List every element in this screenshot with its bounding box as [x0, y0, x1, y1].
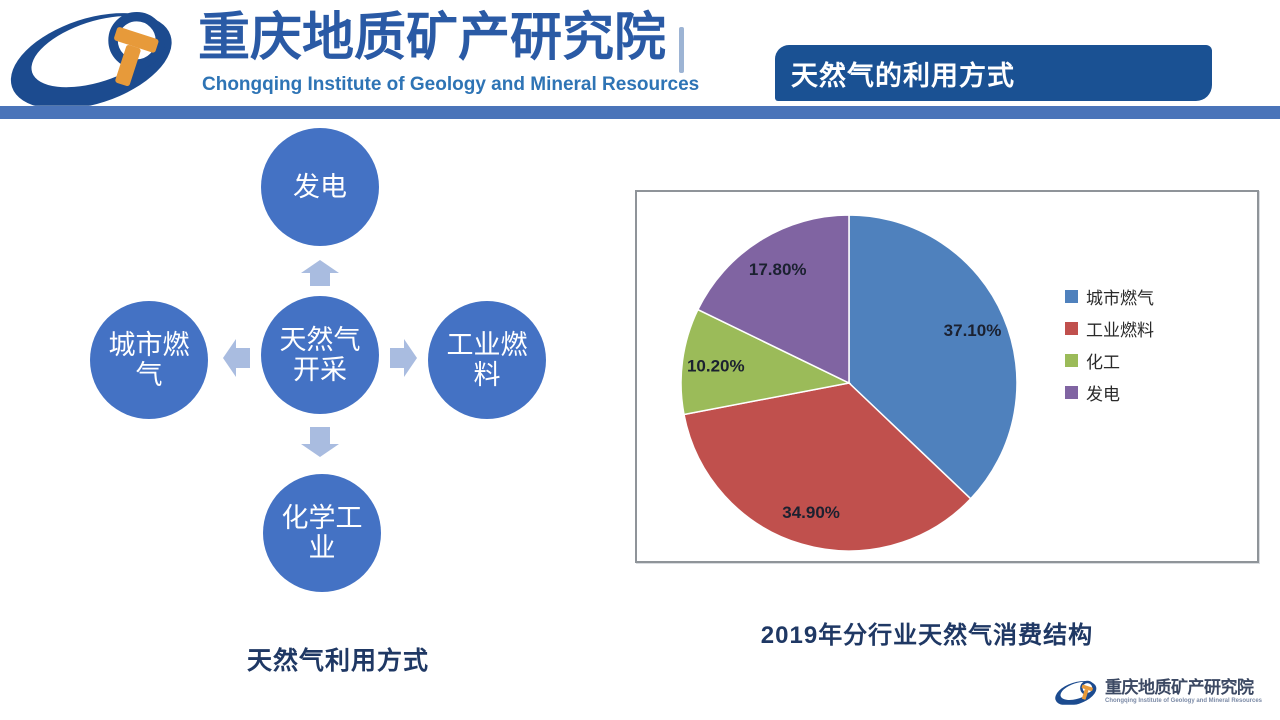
institute-name-en: Chongqing Institute of Geology and Miner…	[202, 74, 700, 95]
node-label-line: 料	[473, 360, 501, 390]
pie-label-发电: 17.80%	[749, 260, 807, 279]
legend-swatch-icon	[1065, 353, 1078, 367]
legend-item-化工: 化工	[1065, 350, 1154, 372]
legend-swatch-icon	[1065, 385, 1078, 399]
slide-title-banner: 天然气的利用方式	[775, 45, 1212, 101]
institute-name-zh: 重庆地质矿产研究院	[198, 9, 667, 67]
arrow-down-icon	[301, 427, 339, 457]
footer-institute-name-en: Chongqing Institute of Geology and Miner…	[1105, 697, 1263, 704]
pie-chart: 37.10% 34.90% 10.20% 17.80%	[680, 214, 1018, 552]
arrow-right-icon	[390, 339, 417, 377]
institute-logo-icon	[6, 6, 186, 106]
pie-label-工业燃料: 34.90%	[782, 503, 840, 522]
diagram-node-gas-extraction: 天然气 开采	[261, 296, 379, 414]
chart-caption: 2019年分行业天然气消费结构	[760, 622, 1094, 649]
footer: 重庆地质矿产研究院 Chongqing Institute of Geology…	[1054, 678, 1263, 705]
node-label-line: 城市燃	[108, 329, 190, 360]
diagram-node-chemical-industry: 化学工 业	[263, 474, 381, 592]
node-label-line: 工业燃	[446, 329, 528, 360]
legend-swatch-icon	[1065, 321, 1078, 335]
legend-item-城市燃气: 城市燃气	[1065, 286, 1154, 308]
footer-institute-logo-icon	[1054, 679, 1100, 705]
title-separator-bar	[679, 27, 684, 73]
diagram-caption: 天然气利用方式	[246, 647, 429, 675]
arrow-left-icon	[223, 339, 250, 377]
header-divider-line	[0, 106, 1280, 119]
node-label-line: 业	[308, 533, 336, 563]
pie-slice-发电	[696, 214, 850, 385]
node-label-line: 发电	[293, 171, 347, 202]
pie-label-化工: 10.20%	[687, 356, 745, 375]
legend-label: 城市燃气	[1086, 288, 1154, 308]
legend-item-发电: 发电	[1065, 382, 1154, 404]
diagram-node-industrial-fuel: 工业燃 料	[428, 301, 546, 419]
diagram-node-city-gas: 城市燃 气	[90, 301, 208, 419]
chart-legend: 城市燃气工业燃料化工发电	[1065, 286, 1154, 404]
footer-institute-name-zh: 重庆地质矿产研究院	[1105, 678, 1254, 697]
gas-utilization-diagram: 发电 城市燃 气 天然气 开采 工业燃 料 化学工 业	[60, 120, 580, 600]
pie-slice-城市燃气	[848, 214, 1018, 500]
legend-label: 化工	[1086, 352, 1120, 372]
node-label-line: 化学工	[281, 502, 363, 533]
arrow-up-icon	[301, 260, 339, 286]
legend-label: 发电	[1086, 384, 1120, 404]
slide-title: 天然气的利用方式	[791, 60, 1015, 91]
footer-text: 重庆地质矿产研究院 Chongqing Institute of Geology…	[1105, 678, 1263, 705]
pie-slice-工业燃料	[683, 382, 972, 552]
diagram-node-power-generation: 发电	[261, 128, 379, 246]
pie-chart-panel: 37.10% 34.90% 10.20% 17.80% 城市燃气工业燃料化工发电	[635, 190, 1259, 563]
pie-slice-化工	[680, 308, 852, 416]
legend-label: 工业燃料	[1086, 320, 1154, 340]
pie-label-城市燃气: 37.10%	[944, 321, 1002, 340]
node-label-line: 气	[135, 360, 163, 390]
node-label-line: 开采	[293, 355, 347, 385]
legend-swatch-icon	[1065, 289, 1078, 303]
legend-item-工业燃料: 工业燃料	[1065, 318, 1154, 340]
node-label-line: 天然气	[279, 324, 361, 355]
diagram-arrows	[223, 260, 417, 457]
